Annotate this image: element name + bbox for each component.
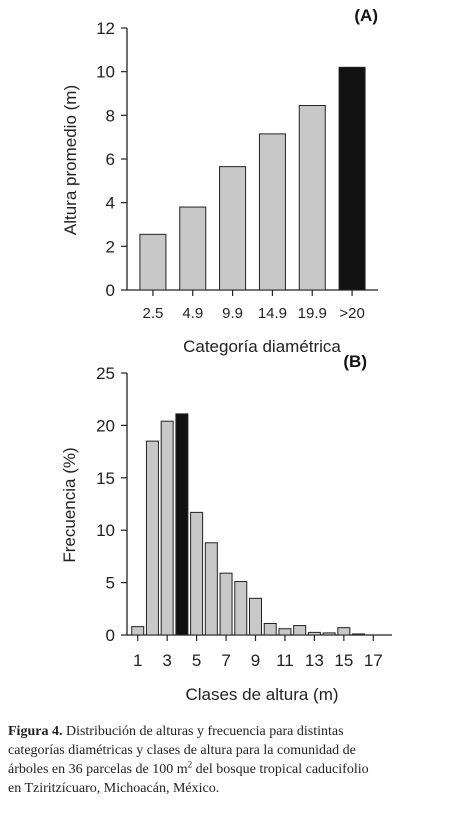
panel-a-y-tick-label: 2 (106, 237, 115, 256)
panel-a-y-tick-label: 6 (106, 150, 115, 169)
caption-line-1: Distribución de alturas y frecuencia par… (62, 724, 344, 739)
panel-a-bar (258, 133, 286, 291)
panel-b-bar (293, 625, 307, 636)
panel-a-x-tick-label: 19.9 (298, 305, 327, 322)
figure: (A) Altura promedio (m) Categoría diamét… (60, 6, 392, 704)
panel-b-bar (278, 628, 292, 636)
panel-a-y-axis-label: Altura promedio (m) (61, 85, 80, 235)
panel-b-bar (190, 511, 204, 636)
panel-b-bar (337, 627, 351, 636)
panel-b-bar (219, 572, 233, 636)
panel-b-chart: (B) Frecuencia (%) Clases de altura (m) … (60, 352, 392, 704)
panel-a-y-tick-label: 8 (106, 106, 115, 125)
caption-line-4: en Tziritzícuaro, Michoacán, México. (8, 781, 220, 796)
panel-b-x-axis-label: Clases de altura (m) (185, 685, 338, 704)
panel-b-bar (249, 597, 262, 636)
panel-b-bar (204, 542, 218, 636)
panel-b-x-tick-label: 11 (276, 651, 294, 670)
panel-b-x-tick-label: 13 (305, 651, 324, 670)
panel-b-bar (352, 633, 366, 636)
panel-b-y-tick-label: 20 (96, 416, 115, 435)
caption-line-3b: del bosque tropical caducifolio (192, 762, 369, 777)
panel-b-x-tick-label: 15 (334, 651, 353, 670)
caption-line-2: categorías diamétricas y clases de altur… (8, 743, 356, 758)
panel-b-bar (263, 622, 277, 636)
panel-b-y-tick-label: 5 (106, 574, 115, 593)
panel-b-bar (131, 626, 145, 636)
panel-a-y-tick-label: 4 (106, 194, 115, 213)
panel-b-bar (145, 440, 159, 636)
panel-b-label: (B) (343, 352, 367, 371)
panel-a-chart: (A) Altura promedio (m) Categoría diamét… (61, 6, 378, 356)
panel-a-x-axis-label: Categoría diamétrica (183, 337, 341, 356)
caption-label: Figura 4. (8, 724, 63, 739)
panel-a-x-tick-label: 14.9 (258, 305, 287, 322)
panel-b-x-tick-label: 7 (221, 651, 230, 670)
panel-b-x-tick-label: 1 (133, 651, 142, 670)
panel-b-x-tick-label: 3 (162, 651, 171, 670)
panel-b-bar (234, 581, 248, 636)
caption-line-3a: árboles en 36 parcelas de 100 m (8, 762, 188, 777)
panel-b-y-tick-label: 0 (106, 626, 115, 645)
caption-superscript: 2 (187, 759, 193, 770)
panel-a-x-tick-label: 9.9 (222, 305, 243, 322)
panel-a-bar (219, 166, 247, 291)
panel-a-y-tick-label: 0 (106, 281, 115, 300)
panel-a-bar (338, 66, 366, 291)
panel-b-bar (307, 631, 321, 636)
panel-a-label: (A) (354, 6, 378, 25)
panel-b-y-tick-label: 25 (96, 364, 115, 383)
panel-b-x-tick-label: 9 (251, 651, 260, 670)
panel-b-bar (322, 632, 336, 636)
panel-a-x-tick-label: 4.9 (182, 305, 203, 322)
panel-b-bar (160, 420, 174, 636)
panel-a-bar (139, 233, 167, 291)
panel-b-bar (175, 413, 189, 636)
panel-b-y-tick-label: 10 (96, 521, 115, 540)
panel-b-x-tick-label: 5 (192, 651, 201, 670)
panel-b-x-tick-label: 17 (364, 651, 383, 670)
panel-a-y-tick-label: 12 (96, 19, 115, 38)
panel-a-y-tick-label: 10 (96, 63, 115, 82)
panel-a-bar (179, 206, 207, 291)
figure-caption: Figura 4. Distribución de alturas y frec… (8, 722, 453, 798)
panel-b-y-axis-label: Frecuencia (%) (60, 447, 79, 562)
panel-a-x-tick-label: 2.5 (142, 305, 163, 322)
panel-a-bar (298, 105, 326, 291)
panel-a-x-tick-label: >20 (339, 305, 364, 322)
panel-b-y-tick-label: 15 (96, 469, 115, 488)
